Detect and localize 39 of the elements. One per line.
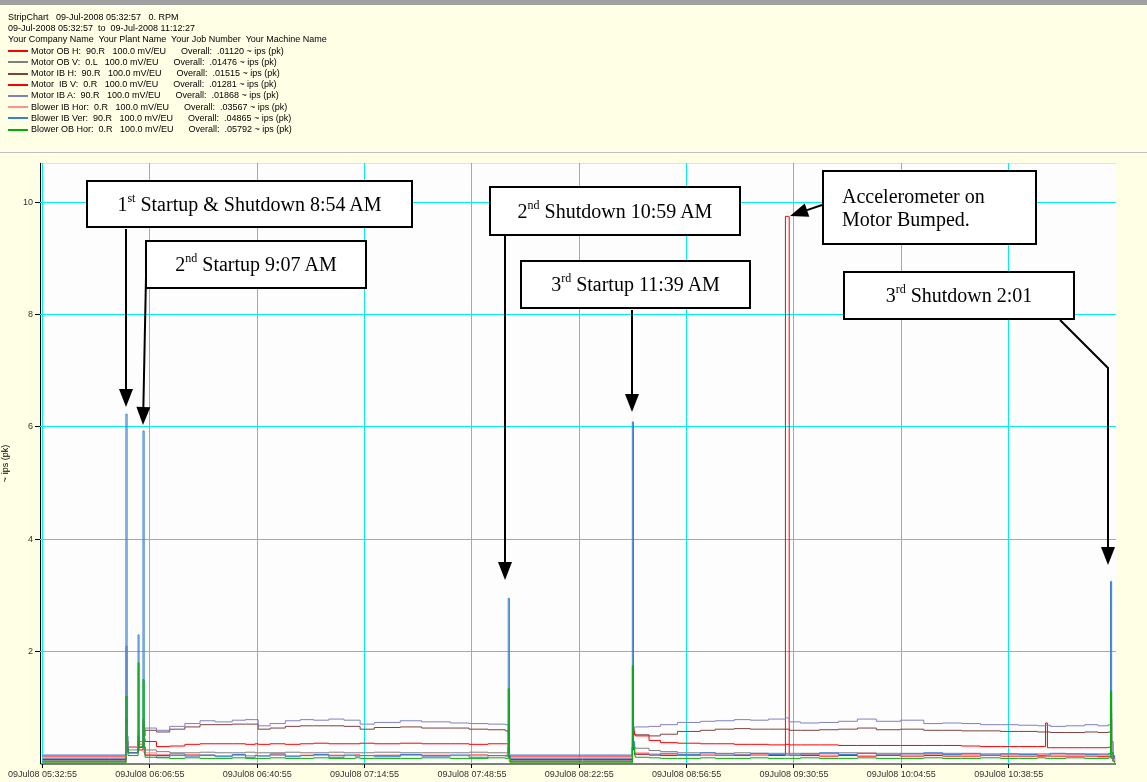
callout-box: 1$^{st}$ Startup & Shutdown 8:54 AM [86, 180, 413, 228]
annotation: 3$^{rd}$ Shutdown 2:01 [885, 282, 1033, 307]
x-tick-label: 09Jul08 07:14:55 [330, 768, 400, 779]
annotation: 2$^{nd}$ Startup 9:07 AM [175, 251, 337, 276]
legend-label: Blower OB Hor: 0.R 100.0 mV/EU Overall: .05792 ~ ips (pk) [31, 124, 292, 136]
legend-label: Motor IB H: 90.R 100.0 mV/EU Overall: .01515 ~ ips (pk) [31, 68, 280, 80]
legend-label: Motor OB V: 0.L 100.0 mV/EU Overall: .01476 ~ ips (pk) [31, 56, 277, 69]
callout-box: 2$^{nd}$ Startup 9:07 AM [145, 240, 367, 289]
legend-label: Motor IB V: 0.R 100.0 mV/EU Overall: .01281 ~ ips (pk) [31, 79, 277, 91]
x-tick-label: 09Jul08 06:40:55 [222, 768, 292, 779]
callout-box: 3$^{rd}$ Startup 11:39 AM [520, 260, 751, 309]
chart-subtitle: 09-Jul-2008 05:32:57 to 09-Jul-2008 11:12:27 [8, 23, 196, 35]
x-tick-label: 09Jul08 05:32:55 [7, 768, 78, 779]
chart-title: StripChart 09-Jul-2008 05:32:57 0. RPM [8, 12, 180, 24]
legend-label: Blower IB Ver: 90.R 100.0 mV/EU Overall: .04865 ~ ips (pk) [31, 112, 292, 125]
y-tick-label: 10 [22, 196, 33, 207]
y-tick-label: 8 [27, 309, 33, 320]
y-tick-label: 2 [27, 646, 33, 657]
x-tick-label: 09Jul08 09:30:55 [759, 768, 829, 779]
annotation: 3$^{rd}$ Startup 11:39 AM [551, 271, 720, 296]
legend-label: Blower IB Hor: 0.R 100.0 mV/EU Overall: .03567 ~ ips (pk) [31, 101, 288, 113]
callout-box: 2$^{nd}$ Shutdown 10:59 AM [489, 186, 741, 236]
y-tick-label: 6 [27, 421, 33, 432]
x-tick-label: 09Jul08 08:22:55 [544, 768, 614, 779]
callout-box: Accelerometer on Motor Bumped. [822, 170, 1037, 245]
text: Your Company Name Your Plant Name Your Job Number Your Machine Name [8, 34, 327, 46]
x-tick-label: 09Jul08 06:06:55 [115, 768, 185, 779]
x-tick-label: 09Jul08 07:48:55 [437, 768, 507, 779]
y-axis-title: ~ ips (pk) [0, 444, 10, 483]
legend-label: Motor IB A: 90.R 100.0 mV/EU Overall: .01868 ~ ips (pk) [31, 90, 279, 102]
y-tick-label: 4 [27, 533, 33, 544]
annotation: 2$^{nd}$ Shutdown 10:59 AM [517, 197, 713, 223]
annotation: Accelerometer on Motor Bumped. [842, 184, 986, 231]
x-tick-label: 09Jul08 10:04:55 [866, 768, 936, 779]
callout-box: 3$^{rd}$ Shutdown 2:01 [843, 271, 1075, 320]
legend-label: Motor OB H: 90.R 100.0 mV/EU Overall: .01120 ~ ips (pk) [31, 45, 284, 57]
annotation: 1$^{st}$ Startup & Shutdown 8:54 AM [117, 190, 382, 216]
x-tick-label: 09Jul08 10:38:55 [974, 768, 1044, 779]
x-tick-label: 09Jul08 08:56:55 [652, 768, 722, 779]
